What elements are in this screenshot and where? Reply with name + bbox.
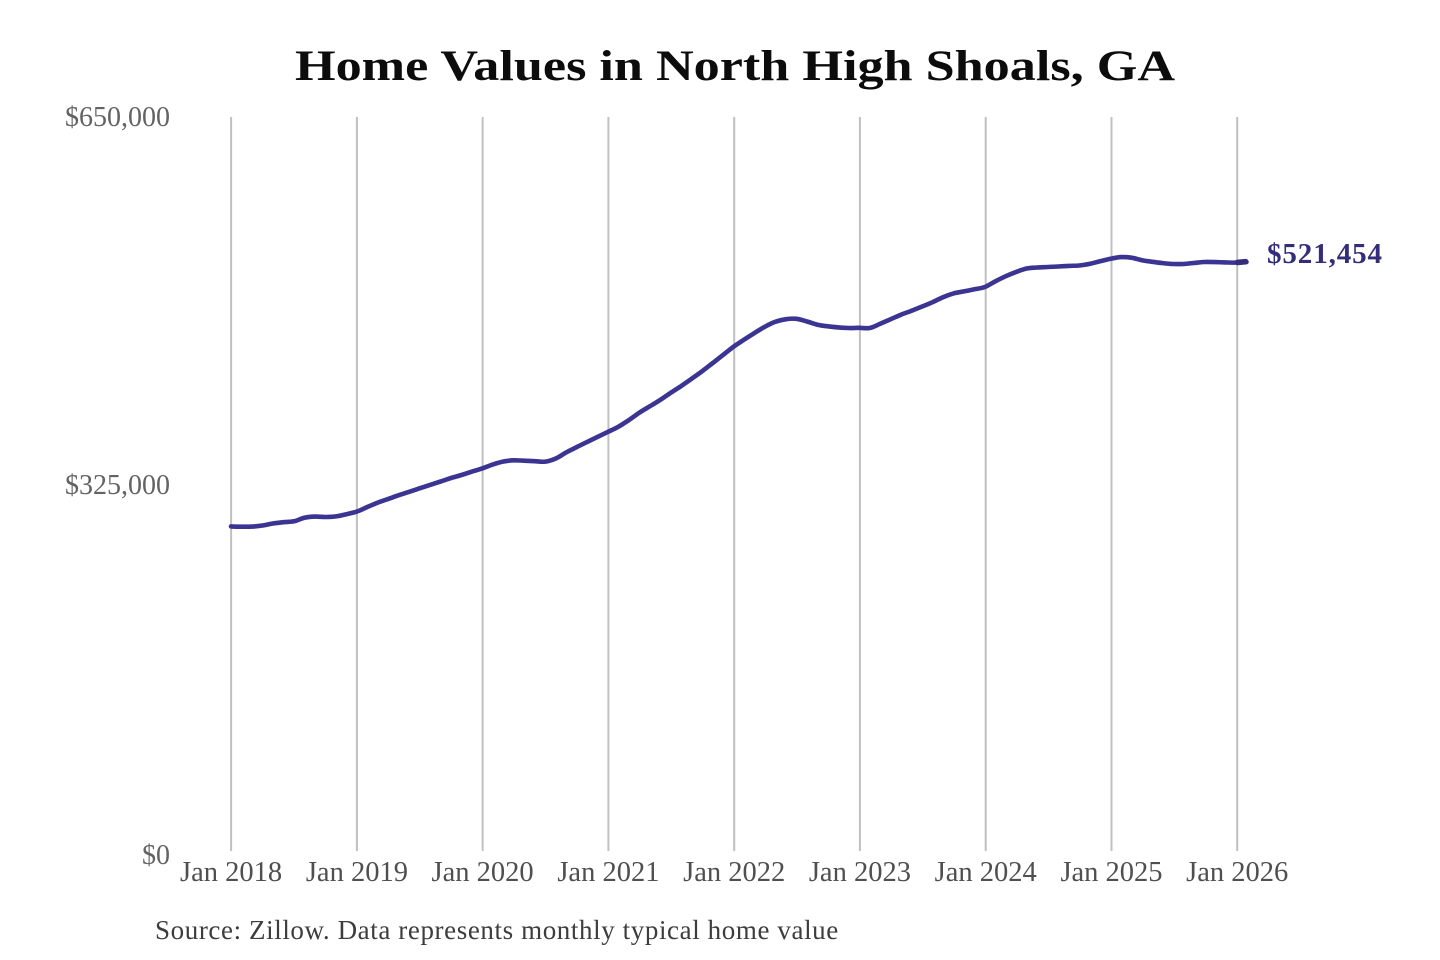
svg-text:$521,454: $521,454 xyxy=(1267,238,1383,270)
svg-text:$325,000: $325,000 xyxy=(65,470,170,501)
svg-text:$0: $0 xyxy=(142,840,170,871)
svg-text:Jan 2019: Jan 2019 xyxy=(306,857,408,888)
svg-text:$650,000: $650,000 xyxy=(65,102,170,133)
svg-text:Jan 2018: Jan 2018 xyxy=(180,857,282,888)
svg-text:Jan 2024: Jan 2024 xyxy=(935,857,1037,888)
svg-text:Jan 2022: Jan 2022 xyxy=(683,857,785,888)
svg-text:Home Values in North High Shoa: Home Values in North High Shoals, GA xyxy=(295,42,1175,90)
svg-text:Jan 2026: Jan 2026 xyxy=(1186,857,1288,888)
svg-text:Jan 2020: Jan 2020 xyxy=(432,857,534,888)
svg-text:Source: Zillow. Data represent: Source: Zillow. Data represents monthly … xyxy=(155,915,839,945)
svg-text:Jan 2025: Jan 2025 xyxy=(1060,857,1162,888)
svg-text:Jan 2021: Jan 2021 xyxy=(557,857,659,888)
svg-text:Jan 2023: Jan 2023 xyxy=(809,857,911,888)
